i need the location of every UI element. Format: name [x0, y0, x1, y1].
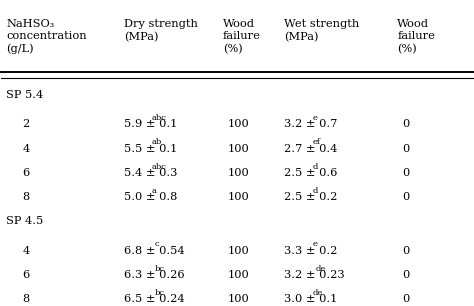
Text: 0: 0 [402, 168, 409, 178]
Text: (MPa): (MPa) [124, 32, 158, 42]
Text: e: e [312, 241, 317, 248]
Text: Dry strength: Dry strength [124, 19, 198, 29]
Text: 6.8 ± 0.54: 6.8 ± 0.54 [124, 246, 184, 256]
Text: abc: abc [152, 114, 167, 122]
Text: 5.4 ± 0.3: 5.4 ± 0.3 [124, 168, 177, 178]
Text: (MPa): (MPa) [284, 32, 319, 42]
Text: 4: 4 [23, 246, 30, 256]
Text: 0: 0 [402, 192, 409, 202]
Text: 2.5 ± 0.6: 2.5 ± 0.6 [284, 168, 337, 178]
Text: 8: 8 [23, 192, 30, 202]
Text: 6: 6 [23, 168, 30, 178]
Text: ef: ef [312, 138, 320, 146]
Text: Wood: Wood [397, 19, 429, 29]
Text: 6.3 ± 0.26: 6.3 ± 0.26 [124, 270, 184, 280]
Text: ab: ab [152, 138, 162, 146]
Text: failure: failure [223, 32, 261, 42]
Text: 4: 4 [23, 144, 30, 154]
Text: e: e [312, 114, 317, 122]
Text: de: de [315, 265, 326, 273]
Text: c: c [155, 241, 160, 248]
Text: 6: 6 [23, 270, 30, 280]
Text: bc: bc [155, 265, 165, 273]
Text: 100: 100 [228, 119, 249, 129]
Text: 0: 0 [402, 119, 409, 129]
Text: (%): (%) [223, 44, 243, 54]
Text: 100: 100 [228, 192, 249, 202]
Text: 0: 0 [402, 294, 409, 304]
Text: 6.5 ± 0.24: 6.5 ± 0.24 [124, 294, 184, 304]
Text: 100: 100 [228, 168, 249, 178]
Text: 100: 100 [228, 270, 249, 280]
Text: de: de [312, 289, 322, 297]
Text: concentration: concentration [6, 32, 87, 42]
Text: SP 4.5: SP 4.5 [6, 216, 43, 226]
Text: Wood: Wood [223, 19, 255, 29]
Text: 5.0 ± 0.8: 5.0 ± 0.8 [124, 192, 177, 202]
Text: 0: 0 [402, 246, 409, 256]
Text: 3.2 ± 0.23: 3.2 ± 0.23 [284, 270, 345, 280]
Text: 100: 100 [228, 144, 249, 154]
Text: (%): (%) [397, 44, 417, 54]
Text: d: d [312, 162, 318, 170]
Text: 2: 2 [23, 119, 30, 129]
Text: 5.9 ± 0.1: 5.9 ± 0.1 [124, 119, 177, 129]
Text: 5.5 ± 0.1: 5.5 ± 0.1 [124, 144, 177, 154]
Text: Wet strength: Wet strength [284, 19, 359, 29]
Text: abc: abc [152, 162, 167, 170]
Text: 100: 100 [228, 246, 249, 256]
Text: 3.3 ± 0.2: 3.3 ± 0.2 [284, 246, 337, 256]
Text: 0: 0 [402, 270, 409, 280]
Text: 8: 8 [23, 294, 30, 304]
Text: 0: 0 [402, 144, 409, 154]
Text: NaHSO₃: NaHSO₃ [6, 19, 55, 29]
Text: a: a [152, 187, 157, 195]
Text: 2.5 ± 0.2: 2.5 ± 0.2 [284, 192, 337, 202]
Text: 3.2 ± 0.7: 3.2 ± 0.7 [284, 119, 337, 129]
Text: 100: 100 [228, 294, 249, 304]
Text: d: d [312, 187, 318, 195]
Text: bc: bc [155, 289, 165, 297]
Text: 2.7 ± 0.4: 2.7 ± 0.4 [284, 144, 337, 154]
Text: SP 5.4: SP 5.4 [6, 90, 43, 100]
Text: (g/L): (g/L) [6, 44, 34, 54]
Text: failure: failure [397, 32, 435, 42]
Text: 3.0 ± 0.1: 3.0 ± 0.1 [284, 294, 337, 304]
